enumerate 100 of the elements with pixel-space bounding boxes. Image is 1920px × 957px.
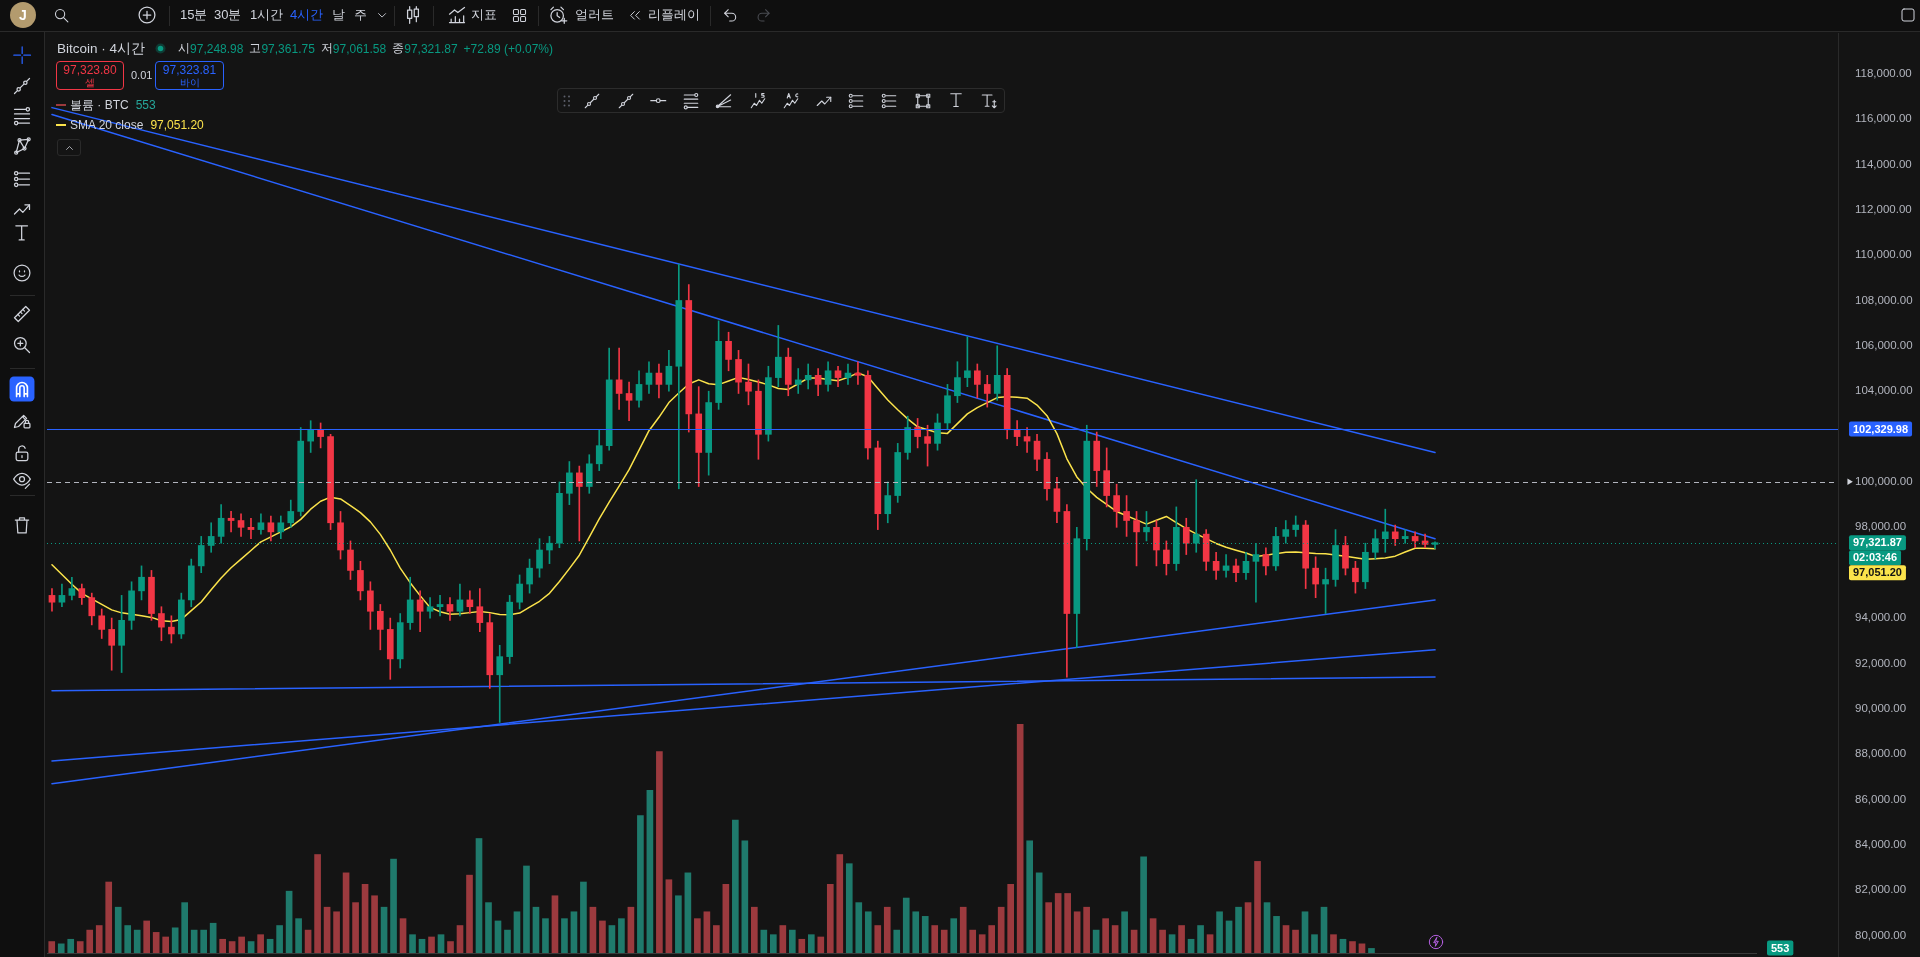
y-tick-label: 108,000.00 <box>1855 293 1913 306</box>
y-tick-label: 92,000.00 <box>1855 656 1907 669</box>
bar <box>114 906 122 953</box>
bar <box>826 883 834 953</box>
bar <box>1178 925 1185 953</box>
bar <box>1273 916 1280 953</box>
y-tick-label: 114,000.00 <box>1855 157 1912 170</box>
bar <box>912 911 920 953</box>
bar <box>836 854 844 953</box>
annotation: 97,051.20 <box>150 118 204 132</box>
text: Bitcoin · 4시간 <box>57 39 146 58</box>
text: 4시간 <box>290 7 324 23</box>
bar <box>1282 925 1290 953</box>
bar <box>921 916 929 953</box>
bar <box>1349 941 1356 953</box>
bar <box>1301 911 1309 953</box>
bar <box>732 819 739 953</box>
bar <box>1263 902 1271 953</box>
bar <box>618 918 625 953</box>
bar <box>561 918 568 953</box>
bar <box>399 918 407 953</box>
bar <box>1007 883 1015 953</box>
y-tick-label: 88,000.00 <box>1855 747 1907 760</box>
bar <box>371 895 378 953</box>
bar <box>323 906 331 953</box>
legend-label: 볼륨 · BTC <box>70 96 129 114</box>
annotation: 97,323.81 <box>162 62 217 77</box>
bar <box>1320 906 1328 953</box>
bar <box>1235 906 1242 953</box>
bar <box>788 929 796 953</box>
bar <box>940 929 948 953</box>
bar <box>257 934 264 953</box>
bar <box>171 927 179 953</box>
bar <box>1159 929 1166 953</box>
bar <box>409 934 416 953</box>
text: 얼러트 <box>575 7 614 23</box>
annotation: 바이 <box>179 76 200 88</box>
bar <box>978 934 986 953</box>
bar <box>105 881 113 953</box>
text: 15분 <box>180 7 208 23</box>
annotation: 저 <box>320 40 333 57</box>
annotation: +72.89 (+0.07%) <box>463 41 553 56</box>
bar <box>181 902 188 953</box>
bar <box>124 925 132 953</box>
bar <box>931 925 939 953</box>
bar <box>1330 934 1337 953</box>
y-tick-label: 90,000.00 <box>1855 701 1907 714</box>
bar <box>1035 872 1043 953</box>
bar <box>48 941 56 953</box>
bar <box>1368 948 1375 953</box>
bar <box>95 925 103 953</box>
bar <box>1073 911 1081 953</box>
annotation: 97,321.87 <box>404 41 458 56</box>
bar <box>1016 724 1024 953</box>
bar <box>959 906 967 953</box>
bar <box>342 872 350 953</box>
bar <box>656 751 663 953</box>
bar <box>713 925 720 953</box>
bar <box>779 925 787 953</box>
annotation: 97,361.75 <box>261 41 315 56</box>
bar <box>845 863 853 953</box>
bar <box>675 895 682 953</box>
bar <box>1168 934 1176 953</box>
y-tick-label: 100,000.00 <box>1855 475 1913 488</box>
bar <box>997 906 1005 953</box>
annotation: 553 <box>135 98 156 112</box>
bar <box>247 941 255 953</box>
bar <box>551 895 559 953</box>
candlestick <box>1292 515 1300 537</box>
text: 97,051.20 <box>1853 566 1902 579</box>
bar <box>703 911 711 953</box>
bar <box>447 941 454 953</box>
bar <box>684 872 692 953</box>
bar <box>1064 893 1071 953</box>
bar <box>133 929 141 953</box>
bar <box>504 929 511 953</box>
bar <box>485 902 492 953</box>
bar <box>1292 929 1299 953</box>
bar <box>162 936 170 953</box>
bar <box>589 906 597 953</box>
text: 30분 <box>214 7 242 23</box>
bar <box>76 941 84 953</box>
bar <box>741 840 749 953</box>
bar <box>1026 840 1034 953</box>
y-tick-label: 82,000.00 <box>1855 883 1907 896</box>
bar <box>1311 934 1318 953</box>
bar <box>893 929 901 953</box>
bar <box>532 906 540 953</box>
bar <box>57 943 65 953</box>
bar <box>437 934 445 953</box>
bar <box>523 865 530 953</box>
candlestick <box>794 368 802 394</box>
bar <box>152 932 160 953</box>
bar <box>1149 918 1157 953</box>
bar <box>352 902 359 953</box>
bar <box>1121 911 1128 953</box>
bar <box>580 881 587 953</box>
bar <box>209 922 217 953</box>
bar <box>883 906 891 953</box>
bar <box>361 883 369 953</box>
